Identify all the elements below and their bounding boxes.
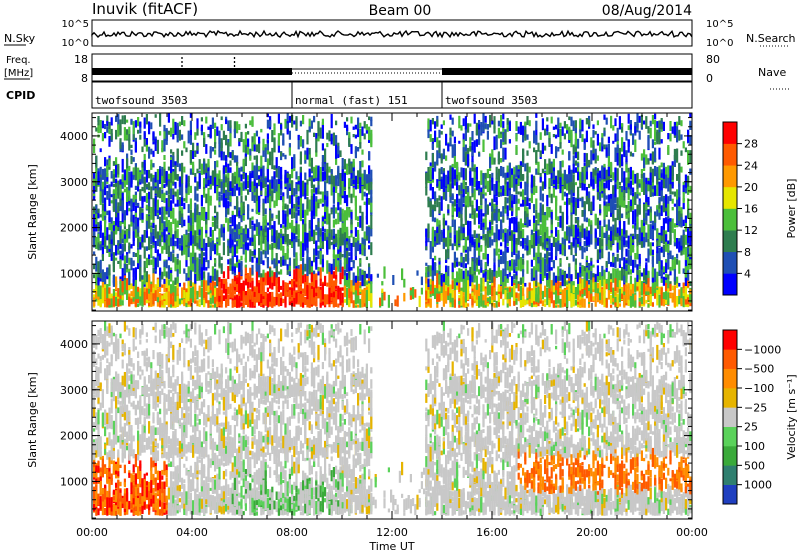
colorbar-cell-3	[723, 208, 737, 231]
ytick-label-3: 4000	[60, 338, 88, 351]
colorbar-label-4: 20	[744, 181, 758, 194]
power-colorbar: 4 8 12 16 20 24 28 Power [dB]	[722, 121, 798, 296]
x-tick-label-2: 08:00	[276, 526, 308, 539]
freq-left-label: Freq.	[6, 55, 31, 66]
cpid-panel: twofsound 3503 normal (fast) 151 twofsound…	[91, 81, 693, 109]
freq-tick-18: 18	[74, 53, 88, 66]
colorbar-cell-2	[723, 230, 737, 253]
ytick-label-1: 2000	[60, 430, 88, 443]
freq-tick-8: 8	[81, 72, 88, 85]
x-tick-label-1: 04:00	[176, 526, 208, 539]
noise-sky-trace	[91, 29, 693, 39]
ytick-label-2: 3000	[60, 176, 88, 189]
x-tick-label-5: 20:00	[576, 526, 608, 539]
colorbar-cell-7	[723, 122, 737, 144]
noise-left-label: N.Sky	[4, 32, 36, 45]
colorbar-label-4: −25	[744, 401, 767, 414]
noise-right-label: N.Search	[746, 32, 796, 45]
colorbar-label-5: 24	[744, 159, 758, 172]
colorbar-label-6: 28	[744, 138, 758, 151]
freq-band-seg2	[442, 68, 692, 75]
colorbar-cell-3	[723, 426, 737, 447]
noise-panel	[91, 19, 693, 47]
x-tick-label-3: 12:00	[376, 526, 408, 539]
ytick-label-0: 1000	[60, 475, 88, 488]
cpid-segment-2: twofsound 3503	[445, 94, 538, 107]
station-title: Inuvik (fitACF)	[92, 0, 198, 18]
colorbar-label-6: −500	[744, 363, 774, 376]
colorbar-label-2: 100	[744, 440, 765, 453]
noise-y-top-right: 10^5	[706, 19, 733, 30]
cpid-label: CPID	[6, 89, 35, 102]
cpid-segment-1: normal (fast) 151	[295, 94, 408, 107]
power-panel: 1000 2000 3000 4000 Slant Range [km]	[26, 112, 693, 312]
colorbar-label-2: 12	[744, 224, 758, 237]
nave-tick-80: 80	[706, 53, 720, 66]
noise-y-top: 10^5	[62, 19, 89, 30]
velocity-panel: 1000 2000 3000 4000 Slant Range [km]	[26, 320, 693, 520]
date-title: 08/Aug/2014	[602, 3, 692, 19]
beam-title: Beam 00	[369, 3, 432, 19]
ytick-label-2: 3000	[60, 384, 88, 397]
freq-nave-panel	[91, 53, 693, 82]
colorbar-label-1: 500	[744, 459, 765, 472]
colorbar-cell-2	[723, 446, 737, 466]
ytick-label-1: 2000	[60, 222, 88, 235]
nave-right-label: Nave	[758, 66, 786, 79]
colorbar-cell-8	[723, 330, 737, 350]
colorbar-label-0: 4	[744, 267, 751, 280]
noise-y-bottom: 10^0	[62, 38, 89, 49]
freq-left-unit: [MHz]	[4, 68, 33, 79]
colorbar-label-3: 25	[744, 421, 758, 434]
freq-band-seg1	[92, 68, 292, 75]
colorbar-cell-5	[723, 165, 737, 188]
colorbar-label-3: 16	[744, 203, 758, 216]
colorbar-cell-1	[723, 251, 737, 274]
nave-tick-0: 0	[706, 72, 713, 85]
x-tick-label-0: 00:00	[76, 526, 108, 539]
x-tick-label-6: 00:00	[676, 526, 708, 539]
colorbar-title: Power [dB]	[785, 179, 798, 239]
y-axis-label: Slant Range [km]	[26, 372, 39, 468]
colorbar-cell-0	[723, 484, 737, 505]
colorbar-cell-5	[723, 388, 737, 408]
ytick-label-0: 1000	[60, 267, 88, 280]
time-axis: 00:00 04:00 08:00 12:00 16:00 20:00 00:00	[76, 526, 708, 539]
colorbar-cell-7	[723, 349, 737, 369]
colorbar-label-5: −100	[744, 382, 774, 395]
colorbar-title: Velocity [m s⁻¹]	[785, 374, 798, 459]
x-tick-label-4: 16:00	[476, 526, 508, 539]
y-axis-label: Slant Range [km]	[26, 164, 39, 260]
x-axis-label: Time UT	[368, 540, 414, 553]
colorbar-cell-6	[723, 368, 737, 389]
colorbar-cell-0	[723, 273, 737, 296]
colorbar-frame	[722, 329, 738, 505]
colorbar-label-1: 8	[744, 246, 751, 259]
velocity-colorbar: 1000 500 100 25 −25 −100 −500 −1000 Velocity [m …	[722, 329, 798, 505]
colorbar-cell-6	[723, 143, 737, 166]
colorbar-label-7: −1000	[744, 343, 781, 356]
colorbar-cell-1	[723, 465, 737, 485]
cpid-segment-0: twofsound 3503	[95, 94, 188, 107]
colorbar-cell-4	[723, 186, 737, 209]
ytick-label-3: 4000	[60, 130, 88, 143]
noise-y-bottom-right: 10^0	[706, 38, 733, 49]
colorbar-cell-4	[723, 407, 737, 427]
colorbar-label-0: 1000	[744, 479, 772, 492]
